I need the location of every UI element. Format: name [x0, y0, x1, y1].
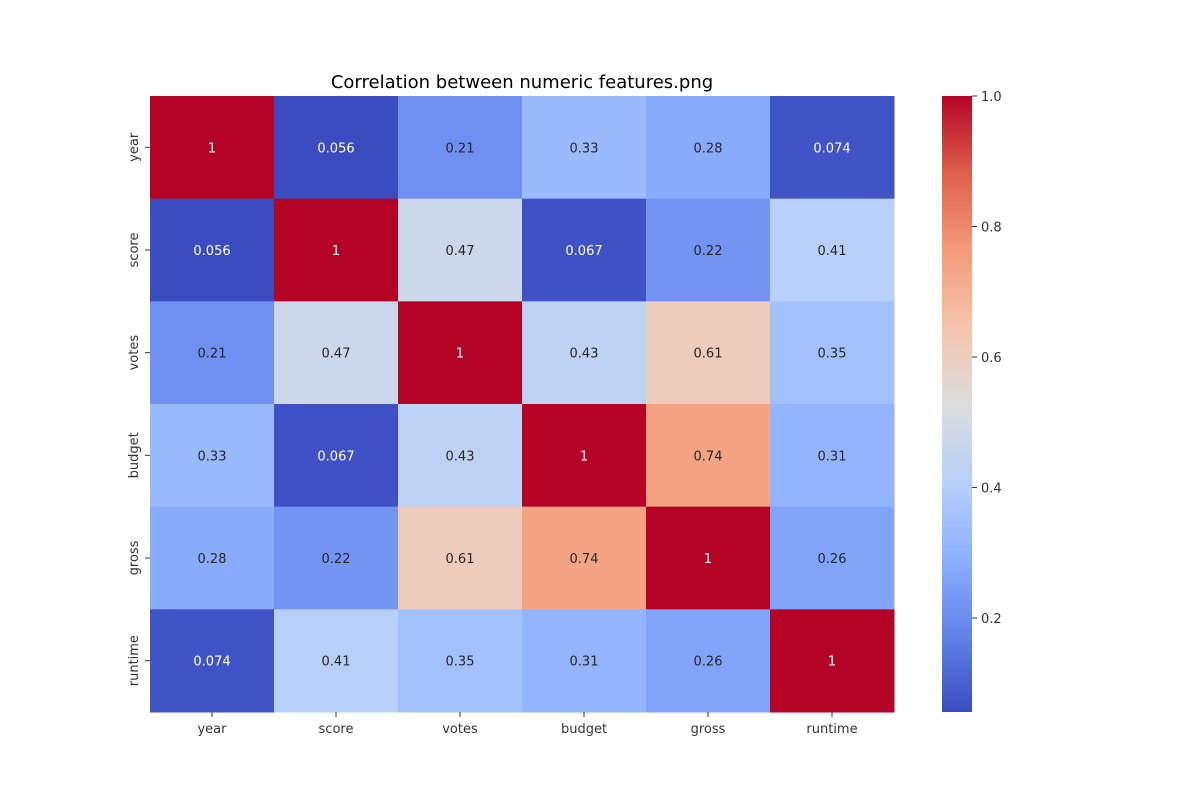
colorbar-tick-label: 0.4: [981, 482, 1002, 497]
x-tick-label: votes: [442, 722, 478, 737]
heatmap-cell: [646, 96, 771, 200]
heatmap-cell: [398, 506, 523, 610]
cell-annotation: 0.35: [446, 655, 475, 670]
heatmap-cell: [522, 404, 647, 508]
cell-annotation: 1: [828, 655, 836, 670]
cell-annotation: 0.067: [317, 449, 354, 464]
cell-annotation: 0.26: [818, 552, 847, 567]
cell-annotations: 1 0.056 0.21 0.33 0.28 0.074 0.056 1 0.47 0.067 0.…: [193, 141, 850, 669]
heatmap-cell: [646, 198, 771, 302]
heatmap-cell: [646, 506, 771, 610]
heatmap-cell: [150, 609, 275, 713]
cell-annotation: 0.61: [694, 347, 723, 362]
cell-annotation: 0.74: [570, 552, 599, 567]
y-tick-label: votes: [127, 335, 142, 371]
cell-annotation: 0.21: [198, 347, 227, 362]
x-tick-label: budget: [561, 722, 607, 737]
heatmap-cell: [522, 506, 647, 610]
cell-annotation: 0.074: [193, 655, 230, 670]
heatmap-cell: [770, 404, 895, 508]
heatmap-cell: [398, 404, 523, 508]
colorbar-tick-label: 1.0: [981, 90, 1002, 105]
cell-annotation: 0.41: [322, 655, 351, 670]
heatmap-cell: [522, 198, 647, 302]
colorbar-ticks: 0.2 0.4 0.6 0.8 1.0: [972, 90, 1002, 627]
heatmap-cell: [646, 404, 771, 508]
cell-annotation: 0.33: [570, 141, 599, 156]
heatmap-cell: [522, 301, 647, 405]
heatmap-cell: [150, 96, 275, 200]
heatmap-cell: [770, 198, 895, 302]
colorbar-tick-label: 0.6: [981, 351, 1002, 366]
heatmap-cell: [398, 301, 523, 405]
heatmap-cell: [150, 198, 275, 302]
cell-annotation: 0.31: [570, 655, 599, 670]
y-tick-label: gross: [127, 540, 142, 575]
x-tick-label: gross: [691, 722, 726, 737]
cell-annotation: 0.28: [694, 141, 723, 156]
cell-annotation: 0.074: [813, 141, 850, 156]
heatmap-cell: [646, 301, 771, 405]
cell-annotation: 1: [456, 347, 464, 362]
cell-annotation: 0.33: [198, 449, 227, 464]
heatmap-cell: [150, 301, 275, 405]
heatmap-cell: [398, 609, 523, 713]
heatmap-cell: [274, 609, 399, 713]
cell-annotation: 0.47: [322, 347, 351, 362]
cell-annotation: 0.056: [193, 244, 230, 259]
cell-annotation: 0.21: [446, 141, 475, 156]
heatmap-cell: [770, 301, 895, 405]
heatmap-cell: [522, 609, 647, 713]
heatmap-cell: [398, 96, 523, 200]
heatmap-cell: [274, 198, 399, 302]
cell-annotation: 1: [704, 552, 712, 567]
heatmap-cells: [150, 96, 895, 713]
colorbar: 0.2 0.4 0.6 0.8 1.0: [942, 90, 1002, 712]
heatmap-cell: [646, 609, 771, 713]
heatmap-cell: [274, 506, 399, 610]
cell-annotation: 0.22: [322, 552, 351, 567]
heatmap-cell: [274, 96, 399, 200]
y-tick-label: score: [127, 233, 142, 268]
heatmap-cell: [274, 404, 399, 508]
cell-annotation: 0.31: [818, 449, 847, 464]
cell-annotation: 0.26: [694, 655, 723, 670]
y-axis: year score votes budget gross runtime: [127, 132, 150, 686]
chart-title: Correlation between numeric features.png: [331, 72, 713, 93]
colorbar-tick-label: 0.8: [981, 221, 1002, 236]
cell-annotation: 1: [580, 449, 588, 464]
x-tick-label: year: [197, 722, 227, 737]
cell-annotation: 0.47: [446, 244, 475, 259]
y-tick-label: budget: [127, 432, 142, 478]
y-tick-label: year: [127, 132, 142, 162]
colorbar-tick-label: 0.2: [981, 612, 1002, 627]
cell-annotation: 0.056: [317, 141, 354, 156]
cell-annotation: 0.74: [694, 449, 723, 464]
cell-annotation: 0.43: [570, 347, 599, 362]
heatmap-cell: [398, 198, 523, 302]
heatmap-cell: [770, 506, 895, 610]
heatmap-cell: [770, 609, 895, 713]
x-tick-label: runtime: [806, 722, 857, 737]
cell-annotation: 0.61: [446, 552, 475, 567]
cell-annotation: 0.067: [565, 244, 602, 259]
y-tick-label: runtime: [127, 635, 142, 686]
cell-annotation: 0.43: [446, 449, 475, 464]
heatmap-cell: [150, 506, 275, 610]
x-axis: year score votes budget gross runtime: [197, 712, 858, 737]
x-tick-label: score: [319, 722, 354, 737]
cell-annotation: 0.41: [818, 244, 847, 259]
heatmap-cell: [150, 404, 275, 508]
cell-annotation: 1: [208, 141, 216, 156]
cell-annotation: 0.35: [818, 347, 847, 362]
heatmap-cell: [770, 96, 895, 200]
colorbar-gradient: [942, 96, 972, 712]
cell-annotation: 0.22: [694, 244, 723, 259]
heatmap-cell: [522, 96, 647, 200]
cell-annotation: 0.28: [198, 552, 227, 567]
cell-annotation: 1: [332, 244, 340, 259]
heatmap-cell: [274, 301, 399, 405]
